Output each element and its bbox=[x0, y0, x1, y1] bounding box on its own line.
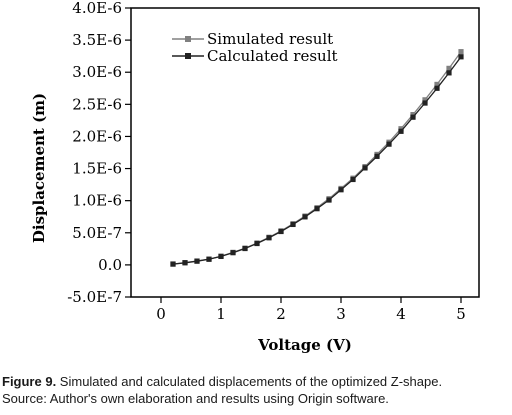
y-axis-title: Displacement (m) bbox=[30, 93, 48, 243]
legend-label: Calculated result bbox=[207, 47, 338, 65]
legend-label: Simulated result bbox=[207, 30, 333, 48]
data-point bbox=[194, 258, 200, 264]
y-tick-label: 3.5E-6 bbox=[72, 31, 122, 49]
series-line bbox=[172, 51, 462, 265]
data-point bbox=[434, 85, 440, 91]
data-point bbox=[254, 240, 260, 247]
series-1 bbox=[170, 49, 464, 267]
data-point bbox=[338, 187, 344, 193]
caption-source: Source: Author's own elaboration and res… bbox=[2, 391, 389, 406]
caption-line: Figure 9. Simulated and calculated displ… bbox=[2, 373, 510, 390]
series-layer bbox=[170, 49, 464, 267]
plot-area bbox=[130, 7, 480, 298]
caption-text: Simulated and calculated displacements o… bbox=[56, 374, 443, 389]
data-point bbox=[410, 114, 416, 120]
data-point bbox=[434, 81, 440, 88]
data-point bbox=[422, 100, 428, 106]
y-tick-label: -5.0E-7 bbox=[67, 288, 122, 306]
x-tick-label: 1 bbox=[216, 305, 226, 323]
axes: 0 1 2 3 4 5 -5.0E-7 0.0 5.0E-7 1.0E-6 1.5E-6 2.0E-6… bbox=[67, 0, 466, 323]
data-point bbox=[170, 261, 176, 267]
y-tick-label: 5.0E-7 bbox=[72, 224, 122, 242]
data-point bbox=[290, 221, 296, 228]
data-point bbox=[278, 228, 284, 235]
data-point bbox=[314, 206, 320, 212]
caption-label: Figure 9. bbox=[2, 374, 57, 389]
y-tick-label: 3.0E-6 bbox=[72, 63, 122, 81]
data-point bbox=[182, 260, 188, 266]
data-point bbox=[446, 70, 452, 76]
y-tick-label: 1.0E-6 bbox=[72, 192, 122, 210]
data-point bbox=[350, 176, 356, 183]
data-point bbox=[242, 245, 248, 252]
plot-frame bbox=[130, 7, 480, 298]
data-point bbox=[206, 256, 212, 262]
figure-caption: Figure 9. Simulated and calculated displ… bbox=[2, 373, 510, 407]
x-tick-label: 4 bbox=[396, 305, 406, 323]
data-point bbox=[446, 65, 452, 71]
data-point bbox=[422, 97, 428, 103]
x-tick-label: 5 bbox=[456, 305, 466, 323]
series-2 bbox=[170, 54, 464, 267]
data-point bbox=[374, 153, 380, 159]
y-tick-label: 1.5E-6 bbox=[72, 160, 122, 178]
data-point bbox=[230, 250, 236, 256]
data-point bbox=[398, 128, 404, 134]
y-tick-label: 0.0 bbox=[98, 256, 122, 274]
y-tick-label: 2.0E-6 bbox=[72, 127, 122, 145]
data-point bbox=[266, 235, 272, 241]
data-point bbox=[326, 197, 332, 203]
data-point bbox=[218, 253, 224, 260]
y-tick-label: 4.0E-6 bbox=[72, 0, 122, 17]
y-tick-label: 2.5E-6 bbox=[72, 95, 122, 113]
data-point bbox=[458, 54, 464, 60]
legend-marker bbox=[185, 53, 191, 59]
series-line bbox=[172, 56, 462, 265]
legend-marker bbox=[185, 36, 191, 42]
data-point bbox=[362, 165, 368, 171]
x-tick-label: 0 bbox=[156, 305, 166, 323]
x-axis-title: Voltage (V) bbox=[257, 336, 352, 354]
x-tick-label: 2 bbox=[276, 305, 286, 323]
data-point bbox=[302, 214, 308, 220]
displacement-chart: 0 1 2 3 4 5 -5.0E-7 0.0 5.0E-7 1.0E-6 1.5E-6 2.0E-6… bbox=[30, 0, 480, 354]
data-point bbox=[458, 49, 464, 55]
x-tick-label: 3 bbox=[336, 305, 346, 323]
data-point bbox=[386, 141, 392, 147]
